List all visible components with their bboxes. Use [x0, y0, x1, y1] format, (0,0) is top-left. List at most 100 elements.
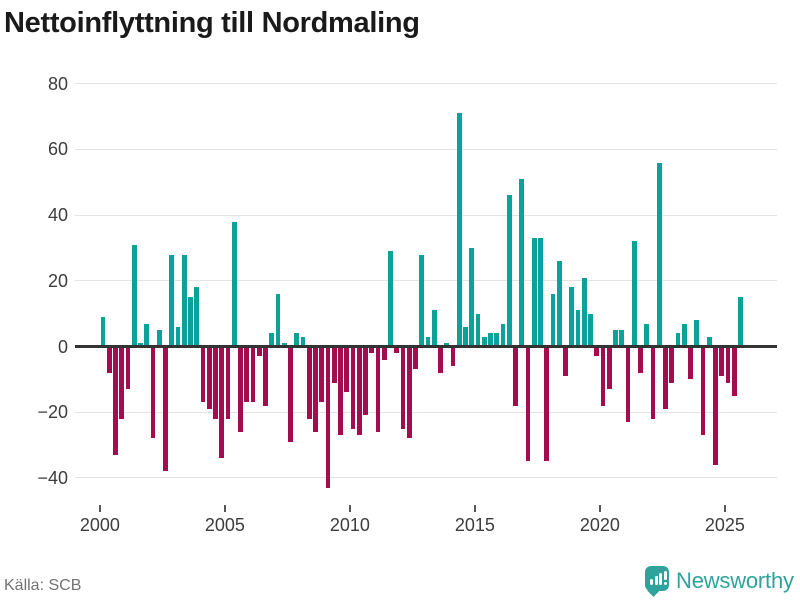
bar[interactable]: [413, 346, 418, 370]
bar[interactable]: [675, 333, 681, 347]
bar[interactable]: [431, 310, 437, 347]
bar[interactable]: [588, 313, 593, 347]
bar[interactable]: [294, 333, 300, 347]
bar[interactable]: [706, 336, 712, 347]
bar[interactable]: [156, 330, 162, 347]
bar[interactable]: [244, 346, 250, 403]
bar[interactable]: [519, 179, 525, 347]
bar[interactable]: [569, 287, 575, 347]
bar[interactable]: [381, 346, 387, 360]
bar[interactable]: [169, 254, 175, 347]
bar[interactable]: [306, 346, 312, 419]
bar[interactable]: [188, 297, 193, 347]
bar[interactable]: [725, 346, 731, 383]
bar[interactable]: [650, 346, 656, 419]
bar[interactable]: [419, 254, 425, 347]
bar[interactable]: [250, 346, 256, 403]
bar[interactable]: [581, 277, 587, 347]
bar[interactable]: [475, 313, 481, 347]
bar[interactable]: [219, 346, 225, 459]
bar[interactable]: [388, 251, 393, 347]
bar[interactable]: [481, 336, 487, 347]
bar[interactable]: [713, 346, 718, 465]
bar[interactable]: [575, 310, 581, 347]
bar[interactable]: [438, 346, 443, 373]
bar[interactable]: [738, 297, 743, 347]
bar[interactable]: [288, 346, 293, 442]
bar[interactable]: [225, 346, 231, 419]
bar[interactable]: [281, 343, 287, 347]
bar[interactable]: [256, 346, 262, 357]
bar[interactable]: [681, 323, 687, 347]
bar[interactable]: [669, 346, 675, 383]
bar[interactable]: [394, 346, 400, 354]
bar[interactable]: [700, 346, 706, 436]
bar[interactable]: [694, 320, 700, 347]
bar[interactable]: [619, 330, 625, 347]
bar[interactable]: [350, 346, 356, 429]
bar[interactable]: [719, 346, 725, 377]
bar[interactable]: [344, 346, 350, 393]
bar[interactable]: [544, 346, 550, 462]
bar[interactable]: [488, 333, 493, 347]
bar[interactable]: [631, 241, 637, 347]
bar[interactable]: [563, 346, 568, 377]
bar[interactable]: [638, 346, 643, 373]
bar[interactable]: [425, 336, 431, 347]
bar[interactable]: [369, 346, 375, 354]
bar[interactable]: [150, 346, 156, 439]
bar[interactable]: [338, 346, 343, 436]
bar[interactable]: [138, 343, 143, 347]
bar[interactable]: [506, 195, 512, 347]
bar[interactable]: [613, 330, 618, 347]
bar[interactable]: [269, 333, 275, 347]
bar[interactable]: [625, 346, 631, 423]
bar[interactable]: [644, 323, 650, 347]
bar[interactable]: [206, 346, 212, 409]
bar[interactable]: [375, 346, 381, 432]
bar[interactable]: [119, 346, 125, 419]
bar[interactable]: [313, 346, 318, 432]
bar[interactable]: [113, 346, 118, 455]
bar[interactable]: [500, 323, 506, 347]
newsworthy-brand[interactable]: Newsworthy: [643, 564, 795, 598]
bar[interactable]: [356, 346, 362, 436]
bar[interactable]: [556, 261, 562, 347]
bar[interactable]: [463, 326, 468, 347]
bar[interactable]: [594, 346, 600, 357]
bar[interactable]: [400, 346, 406, 429]
bar[interactable]: [469, 247, 475, 347]
bar[interactable]: [238, 346, 243, 432]
bar[interactable]: [275, 293, 281, 347]
bar[interactable]: [363, 346, 368, 416]
bar[interactable]: [606, 346, 612, 390]
bar[interactable]: [494, 333, 500, 347]
bar[interactable]: [144, 323, 150, 347]
bar[interactable]: [444, 343, 450, 347]
bar[interactable]: [175, 326, 181, 347]
bar[interactable]: [300, 336, 306, 347]
bar[interactable]: [450, 346, 456, 367]
bar[interactable]: [538, 238, 543, 347]
bar[interactable]: [531, 238, 537, 347]
bar[interactable]: [100, 316, 106, 347]
bar[interactable]: [163, 346, 168, 472]
bar[interactable]: [131, 244, 137, 347]
bar[interactable]: [181, 254, 187, 347]
bar[interactable]: [656, 162, 662, 347]
bar[interactable]: [200, 346, 206, 403]
bar[interactable]: [456, 113, 462, 347]
bar[interactable]: [125, 346, 131, 390]
bar[interactable]: [513, 346, 518, 406]
bar[interactable]: [331, 346, 337, 383]
bar[interactable]: [406, 346, 412, 439]
bar[interactable]: [325, 346, 331, 488]
bar[interactable]: [106, 346, 112, 373]
bar[interactable]: [731, 346, 737, 396]
bar[interactable]: [213, 346, 218, 419]
bar[interactable]: [231, 221, 237, 347]
bar[interactable]: [194, 287, 200, 347]
bar[interactable]: [688, 346, 693, 380]
bar[interactable]: [319, 346, 325, 403]
bar[interactable]: [525, 346, 531, 462]
